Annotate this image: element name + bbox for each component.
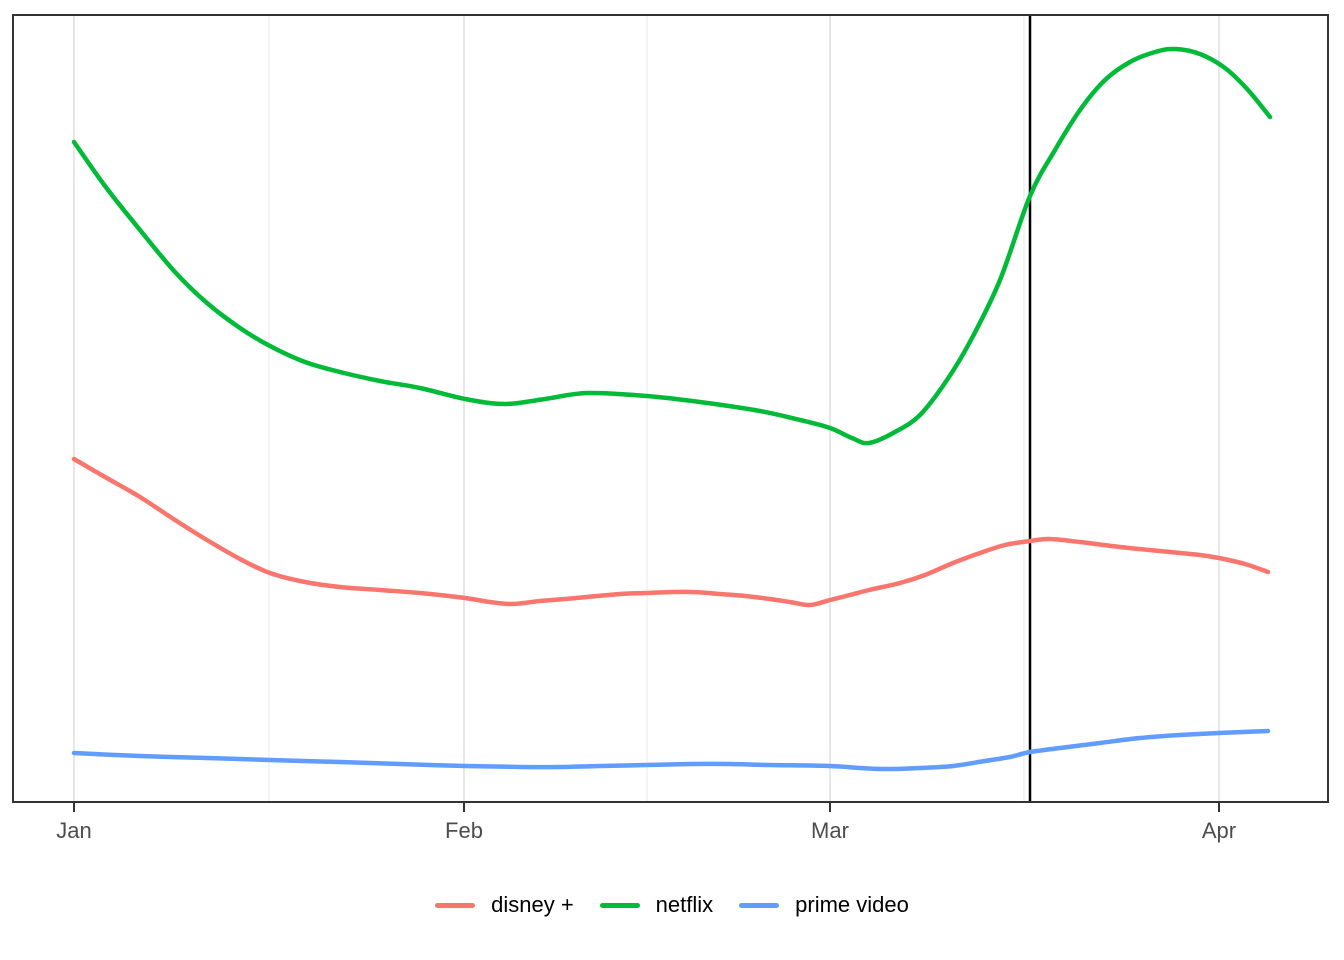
netflix-line-swatch	[599, 902, 640, 908]
x-axis-tick-label: Feb	[445, 818, 483, 843]
x-axis: Jan Feb Mar Apr	[56, 802, 1236, 843]
minor-gridlines	[268, 15, 1025, 802]
panel-border	[12, 14, 1329, 803]
series-lines	[71, 46, 1273, 772]
major-gridlines	[73, 15, 1220, 802]
series-netflix-line	[71, 46, 1273, 446]
panel-border-group	[12, 14, 1329, 803]
legend-label-netflix: netflix	[655, 892, 714, 917]
legend-item-netflix: netflix	[599, 892, 714, 917]
legend-label-disney-plus: disney +	[491, 892, 574, 917]
prime-video-line-swatch	[739, 902, 780, 908]
legend-item-disney-plus: disney +	[435, 894, 574, 916]
legend-label-prime-video: prime video	[795, 892, 909, 917]
x-axis-tick-label: Jan	[56, 818, 91, 843]
series-prime-video-line	[71, 728, 1271, 772]
disney-plus-line-swatch	[435, 902, 476, 908]
series-disney-plus-line	[71, 456, 1271, 608]
legend: disney + netflix prime video	[0, 894, 1344, 916]
x-axis-tick-label: Mar	[811, 818, 849, 843]
legend-item-prime-video: prime video	[739, 894, 909, 916]
x-axis-tick-label: Apr	[1202, 818, 1236, 843]
